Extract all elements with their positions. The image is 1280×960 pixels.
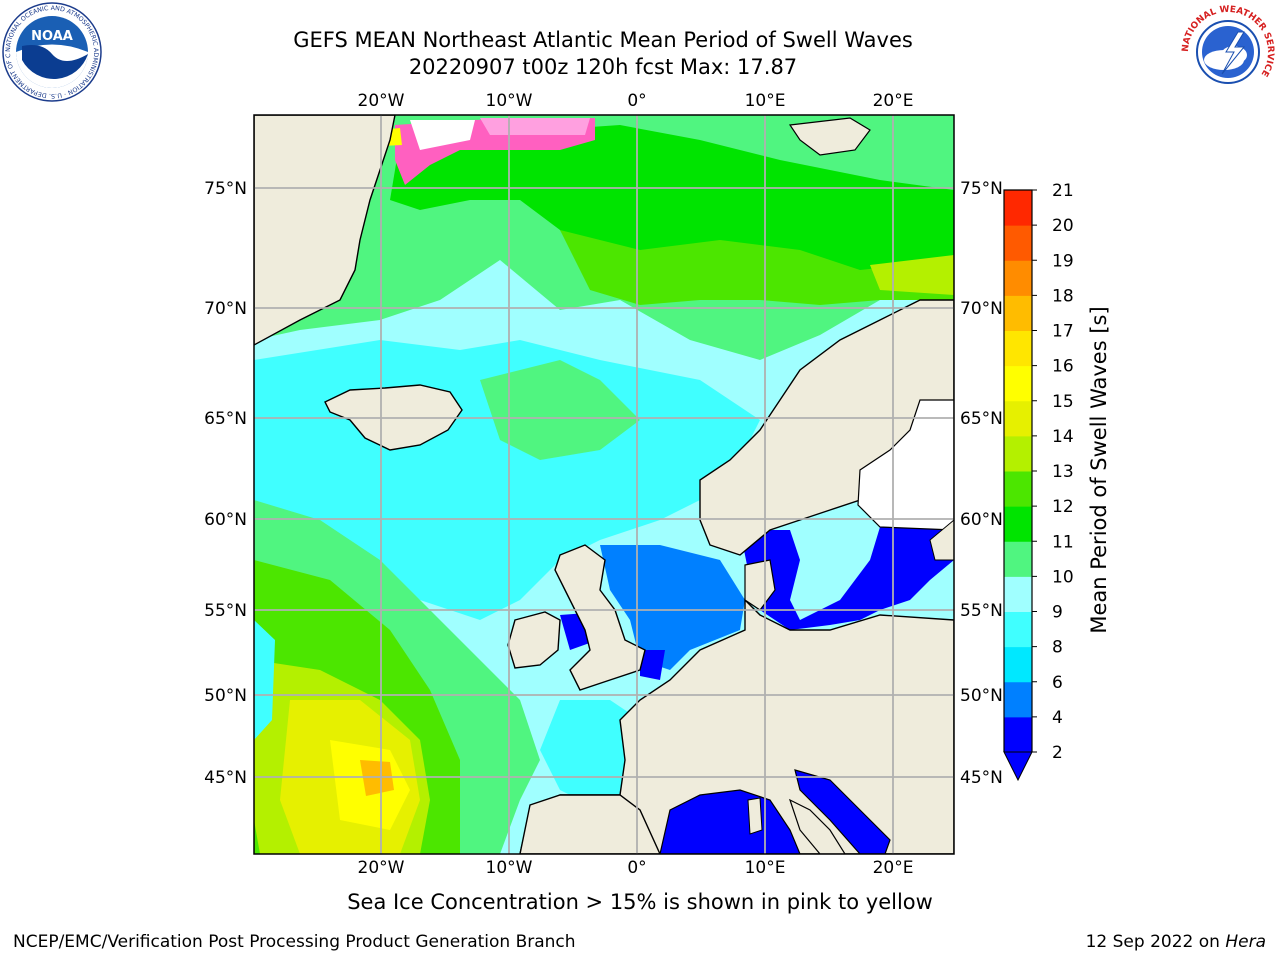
colorbar-swatch — [1004, 716, 1032, 753]
colorbar-extend-arrow — [1003, 751, 1033, 782]
field-16-17s-west — [360, 760, 394, 796]
lon-labels-top: 20°W 10°W 0° 10°E 20°E — [358, 91, 914, 111]
lon-label-bottom: 20°W — [358, 858, 405, 878]
lat-label-right: 45°N — [960, 768, 1003, 788]
colorbar-tick-label: 14 — [1052, 427, 1074, 447]
land-iberia — [519, 794, 661, 854]
land-greenland — [254, 115, 396, 346]
lat-label-right: 75°N — [960, 179, 1003, 199]
lat-label-left: 65°N — [204, 409, 247, 429]
lon-label-top: 20°E — [873, 91, 914, 111]
colorbar-swatch — [1004, 611, 1032, 648]
lon-label-bottom: 20°E — [873, 858, 914, 878]
lon-label-bottom: 10°E — [745, 858, 786, 878]
land-britain — [554, 544, 646, 691]
lat-labels-right: 75°N 70°N 65°N 60°N 55°N 50°N 45°N — [960, 179, 1003, 788]
field-12-13s-north — [870, 255, 954, 295]
colorbar-swatch — [1004, 681, 1032, 718]
colorbar-swatch — [1004, 295, 1032, 331]
lon-label-top: 10°W — [486, 91, 533, 111]
colorbar-tick-label: 12 — [1052, 497, 1074, 517]
colorbar-tick-label: 19 — [1052, 251, 1074, 271]
lat-label-left: 45°N — [204, 768, 247, 788]
field-11-12s-north — [560, 230, 954, 305]
credit-text: NCEP/EMC/Verification Post Processing Pr… — [13, 932, 576, 952]
colorbar-tick-label: 17 — [1052, 322, 1074, 342]
lon-label-top: 10°E — [745, 91, 786, 111]
colorbar-swatch — [1004, 646, 1032, 683]
sea-ice-light — [480, 118, 590, 135]
colorbar-tick-label: 16 — [1052, 357, 1074, 377]
date-stamp: 12 Sep 2022 on Hera — [1086, 932, 1266, 952]
field-biscay — [540, 700, 640, 810]
colorbar-swatch — [1004, 435, 1032, 472]
field-channel — [640, 650, 665, 680]
lat-label-right: 65°N — [960, 409, 1003, 429]
lon-labels-bottom: 20°W 10°W 0° 10°E 20°E — [358, 858, 914, 878]
noaa-text: NOAA — [31, 29, 73, 44]
map-subtitle: 20220907 t00z 120h fcst Max: 17.87 — [408, 55, 798, 79]
map-title: GEFS MEAN Northeast Atlantic Mean Period… — [293, 28, 913, 52]
colorbar-swatch — [1004, 225, 1032, 261]
gulf-of-bothnia — [857, 399, 954, 531]
colorbar-swatch — [1004, 471, 1032, 507]
noaa-logo: NATIONAL OCEANIC AND ATMOSPHERIC ADMINIS… — [2, 2, 102, 102]
lat-label-left: 55°N — [204, 601, 247, 621]
nws-logo: NATIONAL WEATHER SERVICE — [1180, 4, 1276, 100]
sea-ice-caption: Sea Ice Concentration > 15% is shown in … — [347, 890, 933, 914]
lon-label-bottom: 10°W — [486, 858, 533, 878]
colorbar-swatch — [1004, 506, 1032, 542]
colorbar-tick-label: 9 — [1052, 603, 1063, 623]
lat-label-right: 50°N — [960, 686, 1003, 706]
colorbar-tick-label: 2 — [1052, 743, 1063, 763]
colorbar-tick-label: 13 — [1052, 462, 1074, 482]
colorbar-tick-label: 21 — [1052, 181, 1074, 201]
colorbar-label: Mean Period of Swell Waves [s] — [1087, 306, 1111, 633]
graticule — [254, 115, 954, 854]
colorbar-swatch — [1004, 330, 1032, 367]
field-baltic — [740, 527, 954, 630]
lat-label-left: 50°N — [204, 686, 247, 706]
colorbar: 2 4 6 8 9 10 11 12 13 14 15 16 17 18 19 20 21 — [1003, 181, 1074, 782]
field-9-10s-patch — [480, 360, 640, 460]
colorbar-tick-label: 6 — [1052, 673, 1063, 693]
host-name: Hera — [1225, 932, 1266, 952]
colorbar-tick-label: 20 — [1052, 216, 1074, 236]
colorbar-swatch — [1004, 260, 1032, 296]
colorbar-tick-label: 11 — [1052, 532, 1074, 552]
lat-label-right: 55°N — [960, 601, 1003, 621]
map-frame — [253, 114, 955, 855]
colorbar-swatch — [1004, 190, 1032, 226]
lat-label-left: 75°N — [204, 179, 247, 199]
colorbar-tick-label: 10 — [1052, 567, 1074, 587]
sea-ice-white — [410, 120, 475, 150]
map-field — [254, 115, 954, 854]
date-text: 12 Sep 2022 on — [1085, 932, 1220, 952]
lat-label-right: 70°N — [960, 299, 1003, 319]
colorbar-swatch — [1004, 365, 1032, 402]
lon-label-top: 20°W — [358, 91, 405, 111]
colorbar-swatch — [1004, 400, 1032, 437]
colorbar-swatch — [1004, 576, 1032, 612]
lat-label-left: 60°N — [204, 510, 247, 530]
lon-label-top: 0° — [627, 91, 646, 111]
lat-labels-left: 75°N 70°N 65°N 60°N 55°N 50°N 45°N — [204, 179, 247, 788]
lat-label-left: 70°N — [204, 299, 247, 319]
colorbar-tick-label: 15 — [1052, 392, 1074, 412]
colorbar-tick-label: 8 — [1052, 638, 1063, 658]
field-8s-edge — [254, 620, 275, 740]
lat-label-right: 60°N — [960, 510, 1003, 530]
lon-label-bottom: 0° — [627, 858, 646, 878]
colorbar-tick-label: 4 — [1052, 708, 1063, 728]
land-svalbard — [788, 117, 871, 156]
colorbar-tick-label: 18 — [1052, 286, 1074, 306]
colorbar-swatch — [1004, 541, 1032, 577]
